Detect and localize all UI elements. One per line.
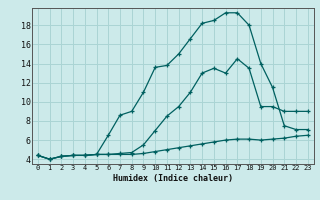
X-axis label: Humidex (Indice chaleur): Humidex (Indice chaleur)	[113, 174, 233, 183]
